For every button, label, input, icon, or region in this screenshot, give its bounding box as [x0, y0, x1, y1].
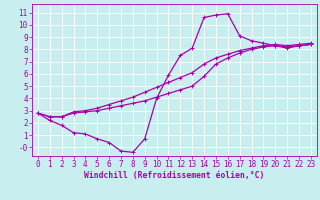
X-axis label: Windchill (Refroidissement éolien,°C): Windchill (Refroidissement éolien,°C): [84, 171, 265, 180]
